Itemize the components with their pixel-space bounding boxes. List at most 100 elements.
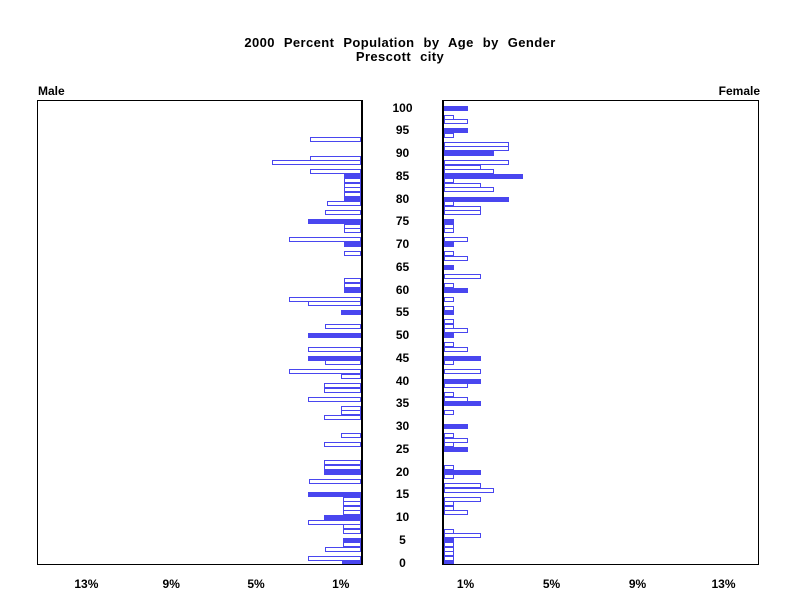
age-label-70: 70 <box>395 237 410 251</box>
male-tick-1%: 1% <box>332 577 350 591</box>
male-bar-age-44 <box>324 360 361 366</box>
male-bar-age-0 <box>341 560 361 564</box>
female-bar-age-28 <box>444 433 454 439</box>
male-tick-5%: 5% <box>247 577 265 591</box>
male-bar-age-86 <box>310 169 361 175</box>
female-bar-age-11 <box>444 510 468 516</box>
age-label-20: 20 <box>395 464 410 479</box>
female-bar-age-58 <box>444 296 454 302</box>
male-bar-age-33 <box>341 410 361 416</box>
male-bar-age-83 <box>344 182 361 188</box>
age-label-40: 40 <box>395 373 410 388</box>
male-bar-age-77 <box>324 210 361 216</box>
age-label-95: 95 <box>395 123 410 138</box>
age-label-10: 10 <box>395 510 410 524</box>
male-bar-age-84 <box>344 178 361 184</box>
male-bar-age-38 <box>323 387 361 393</box>
female-bar-age-40 <box>444 378 481 384</box>
male-bar-age-81 <box>344 191 361 197</box>
female-bar-age-87 <box>444 164 481 170</box>
male-bar-age-45 <box>308 355 361 361</box>
female-bar-age-50 <box>444 333 454 338</box>
age-label-5: 5 <box>399 532 406 547</box>
male-bar-age-21 <box>324 464 361 470</box>
male-bar-age-68 <box>344 251 361 257</box>
male-bar-age-34 <box>341 405 361 411</box>
male-bar-age-15 <box>307 492 361 498</box>
female-bar-age-67 <box>444 255 468 261</box>
male-bar-age-70 <box>344 242 361 247</box>
female-bar-age-88 <box>444 160 509 166</box>
female-bar-age-91 <box>444 146 509 152</box>
age-label-35: 35 <box>395 396 410 411</box>
male-bar-age-42 <box>289 369 361 375</box>
female-bar-age-1 <box>444 555 454 561</box>
female-bar-age-94 <box>444 132 454 138</box>
female-bar-age-60 <box>444 287 468 293</box>
female-bar-age-74 <box>444 223 454 229</box>
male-bar-age-80 <box>344 196 361 202</box>
age-label-100: 100 <box>392 100 413 115</box>
female-bar-age-90 <box>444 151 495 156</box>
age-label-75: 75 <box>395 214 410 229</box>
age-label-55: 55 <box>395 305 410 320</box>
female-bar-age-55 <box>444 310 454 316</box>
male-bar-age-93 <box>310 137 361 143</box>
female-bar-age-17 <box>444 483 481 489</box>
male-bar-age-26 <box>324 442 361 448</box>
female-bar-age-45 <box>444 355 481 361</box>
male-bar-age-52 <box>324 323 361 329</box>
female-bar-age-85 <box>444 173 523 179</box>
male-bar-age-55 <box>341 310 361 316</box>
male-bar-age-57 <box>308 301 361 307</box>
female-bar-age-48 <box>444 342 454 348</box>
male-bar-age-79 <box>327 201 361 207</box>
male-bar-age-22 <box>324 460 361 466</box>
male-bar-age-20 <box>324 469 361 475</box>
female-bar-age-37 <box>444 392 454 398</box>
male-bar-age-50 <box>308 333 361 338</box>
male-bar-age-3 <box>324 546 361 552</box>
female-bar-age-71 <box>444 237 468 243</box>
female-bar-age-70 <box>444 242 454 247</box>
male-bar-age-47 <box>308 346 361 352</box>
female-bar-age-80 <box>444 196 509 202</box>
male-bar-age-9 <box>308 519 361 525</box>
male-panel <box>37 100 363 565</box>
female-tick-1%: 1% <box>456 577 475 591</box>
male-bar-age-7 <box>342 528 361 534</box>
male-bar-age-71 <box>289 237 361 243</box>
female-bar-age-7 <box>444 528 454 534</box>
female-bar-age-42 <box>444 369 481 375</box>
female-bar-age-92 <box>444 141 509 147</box>
age-label-45: 45 <box>395 350 410 365</box>
female-bar-age-68 <box>444 251 454 257</box>
female-bar-age-53 <box>444 319 454 325</box>
female-bar-age-63 <box>444 273 481 279</box>
male-bar-age-5 <box>342 537 361 543</box>
female-bar-age-47 <box>444 346 468 352</box>
female-bar-age-4 <box>444 542 454 548</box>
female-bar-age-100 <box>444 105 468 111</box>
female-bar-age-75 <box>444 219 454 225</box>
male-bar-age-8 <box>342 524 361 530</box>
female-bar-age-27 <box>444 437 468 443</box>
male-bar-age-11 <box>342 510 361 516</box>
male-bar-age-89 <box>310 155 361 161</box>
female-bar-age-61 <box>444 282 454 288</box>
male-bar-age-12 <box>342 505 361 511</box>
male-bar-age-14 <box>342 496 361 502</box>
female-bar-age-95 <box>444 128 468 134</box>
female-bar-age-19 <box>444 474 454 480</box>
female-tick-13%: 13% <box>711 577 736 591</box>
female-bar-age-2 <box>444 551 454 557</box>
female-axis-header: Female <box>718 84 760 98</box>
female-bar-age-3 <box>444 546 454 552</box>
male-bar-age-36 <box>308 396 361 402</box>
female-bar-age-77 <box>444 210 481 216</box>
age-label-60: 60 <box>395 282 410 297</box>
male-bar-age-74 <box>344 223 361 229</box>
male-bar-age-1 <box>308 555 361 561</box>
female-bar-age-78 <box>444 205 481 211</box>
male-bar-age-62 <box>344 278 361 284</box>
